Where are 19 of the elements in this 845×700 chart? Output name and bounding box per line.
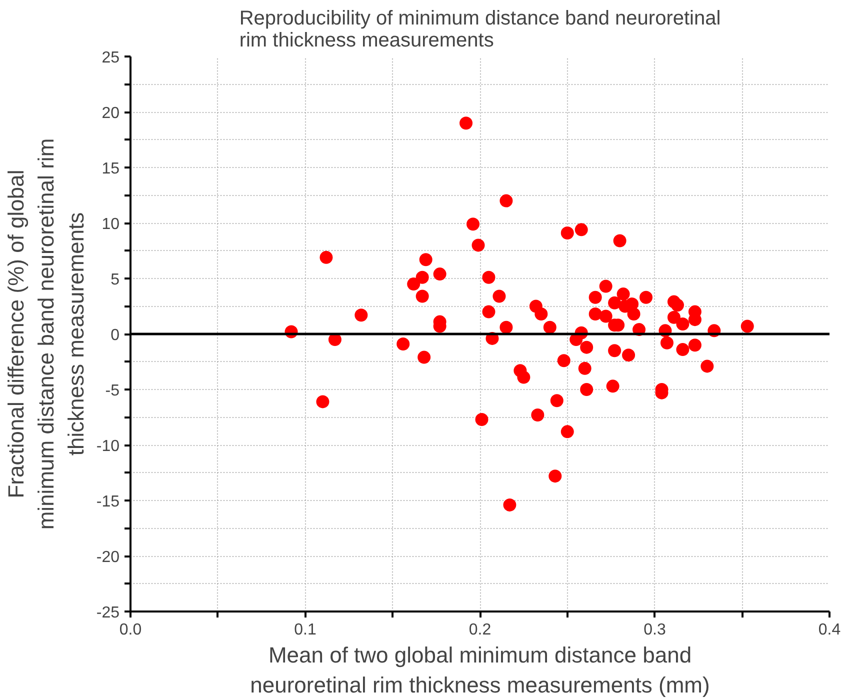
- x-tick-label: 0.1: [294, 622, 316, 638]
- y-tick-label: -10: [96, 438, 120, 455]
- y-tick-label: 15: [102, 160, 120, 178]
- y-tick-label: -5: [105, 382, 120, 400]
- y-tick-label: -20: [96, 549, 120, 566]
- y-tick-label: -15: [96, 494, 120, 510]
- x-tick-label: 0.2: [468, 622, 492, 638]
- y-tick-label: 10: [102, 216, 120, 233]
- y-tick-label: 0: [110, 327, 120, 344]
- y-tick-label: -25: [96, 604, 120, 622]
- y-tick-label: 5: [110, 272, 120, 288]
- x-tick-label: 0.4: [818, 622, 841, 638]
- x-tick-label: 0.0: [119, 622, 142, 638]
- y-tick-label: 25: [102, 50, 120, 66]
- x-tick-label: 0.3: [644, 622, 666, 638]
- x-axis-title: Mean of two global minimum distance band neuroretinal rim thickness measurements (mm): [250, 642, 710, 698]
- chart-title: Reproducibility of minimum distance band neuroretinal rim thickness measurements: [239, 8, 721, 52]
- y-axis-title: Fractional difference (%) of global minimum distance band neuroretinal rim thickness measurements: [3, 138, 88, 530]
- y-tick-label: 20: [102, 105, 120, 122]
